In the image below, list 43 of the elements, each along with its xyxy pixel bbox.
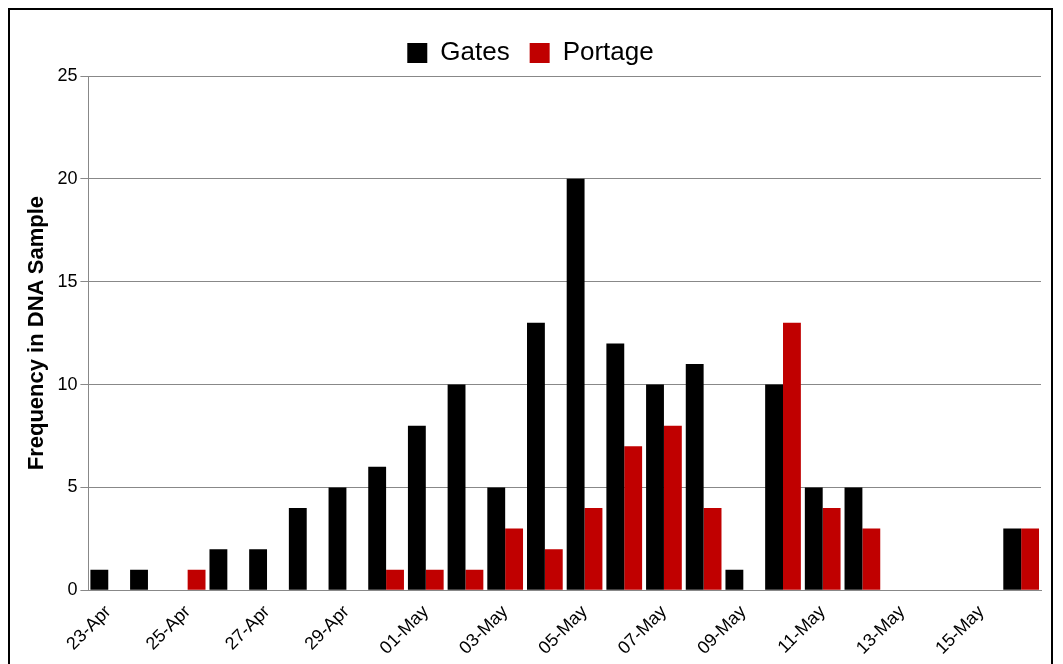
y-tick-label: 25: [57, 64, 78, 85]
legend-label: Gates: [440, 36, 510, 67]
bar: [425, 569, 444, 590]
bar: [663, 425, 682, 590]
bar: [249, 549, 268, 590]
bar: [288, 508, 307, 590]
bar: [584, 508, 603, 590]
bar: [606, 343, 625, 590]
bar: [1021, 528, 1040, 590]
bar: [822, 508, 841, 590]
y-axis-title: Frequency in DNA Sample: [23, 196, 49, 471]
bar: [209, 549, 228, 590]
bar: [90, 569, 109, 590]
bar: [328, 487, 347, 590]
bar: [386, 569, 404, 590]
y-tick-label: 10: [57, 373, 78, 394]
bar: [646, 384, 664, 590]
bar: [783, 322, 801, 590]
y-tick-label: 0: [67, 579, 78, 600]
bar: [844, 487, 863, 590]
bar: [725, 569, 744, 590]
bar: [130, 569, 148, 590]
bar: [505, 528, 524, 590]
bar: [447, 384, 466, 590]
bar: [527, 322, 545, 590]
bar: [1003, 528, 1022, 590]
bar: [544, 549, 563, 590]
bar: [407, 425, 426, 590]
bar: [862, 528, 881, 590]
bar: [765, 384, 784, 590]
bar: [703, 508, 722, 590]
bar: [368, 466, 387, 590]
y-tick-label: 15: [57, 270, 78, 291]
bar: [685, 364, 704, 590]
bar: [566, 178, 585, 590]
legend-label: Portage: [562, 36, 654, 67]
bar: [624, 446, 643, 590]
y-tick-label: 20: [57, 167, 78, 188]
bar: [487, 487, 506, 590]
bar: [804, 487, 823, 590]
bar: [187, 569, 206, 590]
y-tick-label: 5: [67, 476, 78, 497]
bar: [465, 569, 484, 590]
